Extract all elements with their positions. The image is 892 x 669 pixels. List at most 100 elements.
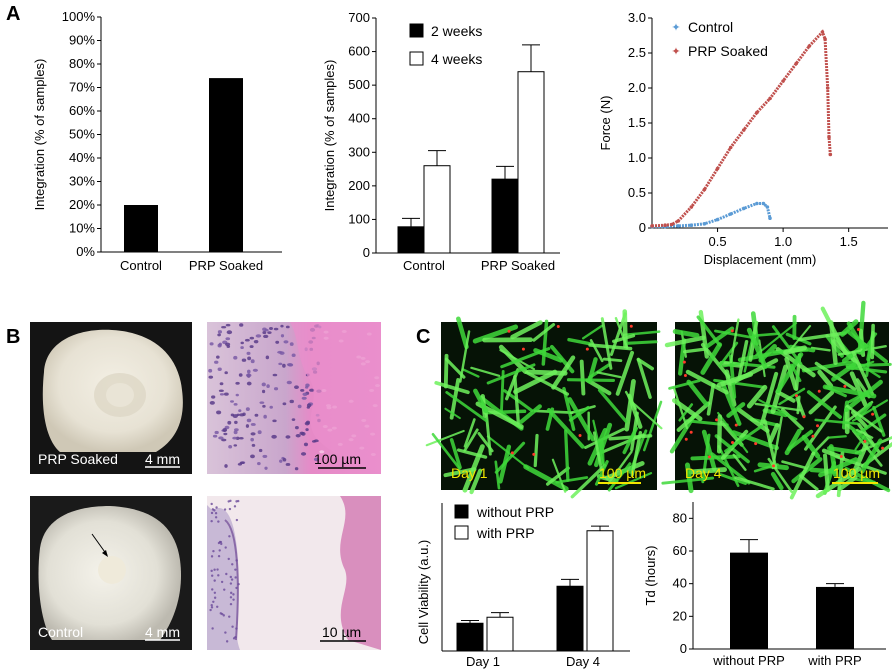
fluorescent-cell	[759, 371, 779, 426]
fluorescent-cell	[523, 464, 569, 492]
chart1-y-tick-label: 20%	[69, 197, 95, 212]
fluorescent-cell	[607, 462, 632, 492]
fluorescent-cell	[688, 467, 727, 475]
histology-nucleus	[301, 396, 307, 400]
fluorescent-cell	[767, 457, 793, 493]
dead-cell-dot	[521, 347, 525, 351]
histology-nucleus	[211, 627, 214, 630]
fluorescent-cell	[781, 460, 807, 470]
chart3-data-point	[728, 145, 733, 150]
histology-nucleus	[272, 373, 278, 377]
histology-nucleus	[240, 341, 244, 345]
histology-nucleus	[258, 448, 263, 453]
histology-nucleus	[253, 339, 259, 344]
histology-nucleus	[246, 418, 252, 423]
chart3-data-point	[741, 206, 746, 211]
histology-nucleus	[229, 575, 233, 579]
fluorescent-cell	[624, 379, 636, 432]
fluorescent-cell	[870, 323, 875, 360]
histology-nucleus	[214, 360, 219, 364]
histology-nucleus	[210, 555, 214, 558]
histology-nucleus	[218, 540, 222, 544]
chart1-x-tick-label: Control	[120, 258, 162, 273]
fluorescent-cell	[459, 330, 471, 383]
dead-cell-dot	[730, 441, 734, 445]
fluorescent-cell	[714, 329, 754, 339]
chart4-bar	[586, 530, 614, 652]
chart2-legend-label: 2 weeks	[431, 23, 482, 39]
histology-nucleus	[250, 432, 256, 436]
histology-nucleus	[210, 574, 214, 577]
chart2-y-tick-label: 400	[348, 111, 370, 126]
histology-nucleus	[228, 444, 233, 449]
chart3-data-point	[663, 223, 667, 227]
fluorescent-cell	[734, 476, 775, 491]
fluorescent-cell	[443, 467, 477, 478]
histology-nucleus	[230, 400, 234, 403]
histology-nucleus	[267, 331, 272, 334]
chart3-data-point	[689, 223, 694, 227]
dead-cell-dot	[683, 374, 687, 378]
chart4-bar	[556, 585, 584, 652]
chart2-y-tick-label: 200	[348, 178, 370, 193]
chart1-y-tick-label: 0%	[76, 244, 95, 259]
chart3-data-point	[827, 135, 831, 139]
histology-nucleus	[257, 462, 261, 466]
fluorescent-cell	[834, 455, 887, 475]
fluorescent-cell	[762, 408, 788, 418]
chart1-x-tick-label: PRP Soaked	[189, 258, 263, 273]
fluorescent-cell	[513, 375, 520, 425]
fluorescent-cell	[532, 323, 556, 342]
histology-nucleus	[225, 337, 231, 341]
histology-nucleus	[231, 625, 234, 628]
fluorescent-cell	[545, 466, 570, 486]
histology-nucleus	[264, 466, 268, 470]
fluorescent-cell	[784, 428, 802, 456]
histology-nucleus	[218, 436, 224, 440]
fluorescent-cell	[609, 312, 627, 357]
histology-nucleus	[254, 413, 259, 417]
chart4-legend-swatch	[454, 525, 469, 540]
chart-doubling-time: 0 20 40 60 80 Td (hours) without PRP with PRP	[643, 502, 886, 668]
histology-nucleus	[234, 576, 237, 579]
fluorescent-cell	[839, 319, 859, 337]
fluorescent-cell	[581, 324, 603, 340]
day1-scale-label: 100 µm	[599, 465, 646, 481]
fluorescent-cell	[798, 331, 847, 342]
fluorescent-cell	[849, 371, 868, 407]
chart3-x-tick-label: 0.5	[709, 234, 727, 249]
histology-nucleus	[239, 413, 245, 417]
fluorescent-cell	[746, 327, 768, 370]
histology-nucleus	[228, 535, 231, 538]
fluorescent-cell	[587, 357, 598, 384]
chart1-bar	[124, 205, 158, 252]
fluorescent-cell	[716, 371, 754, 388]
histology-nucleus	[291, 418, 296, 422]
chart3-data-point	[689, 205, 694, 209]
histology-nucleus	[224, 371, 228, 375]
fluorescent-cell	[664, 335, 706, 348]
histology-nucleus	[224, 464, 228, 468]
histology-nucleus	[263, 334, 269, 339]
chart3-y-tick-label: 0.5	[628, 185, 646, 200]
chart3-y-tick-label: 2.5	[628, 45, 646, 60]
chart3-legend-marker: ✦	[671, 46, 680, 58]
fluorescent-cell	[469, 468, 483, 495]
histology-nucleus	[246, 381, 252, 386]
histology-nucleus	[228, 507, 232, 511]
histology-nucleus	[286, 363, 293, 367]
histology-nucleus	[237, 582, 240, 586]
histology-nucleus	[215, 506, 218, 509]
histology-nucleus	[245, 407, 250, 411]
chart5-y-tick-label: 0	[680, 641, 687, 656]
histology-nucleus	[263, 414, 267, 419]
chart-cell-viability: Cell Viability (a.u.) Day 1 Day 4 without P…	[416, 503, 630, 669]
histology-nucleus	[265, 355, 270, 360]
histology-nucleus	[216, 568, 219, 571]
histology-nucleus	[218, 389, 224, 393]
histology-nucleus	[250, 423, 256, 426]
chart3-data-point	[807, 44, 812, 48]
fluorescent-cell	[505, 368, 520, 401]
chart2-legend-label: 4 weeks	[431, 51, 482, 67]
fluorescent-cell	[775, 352, 804, 394]
